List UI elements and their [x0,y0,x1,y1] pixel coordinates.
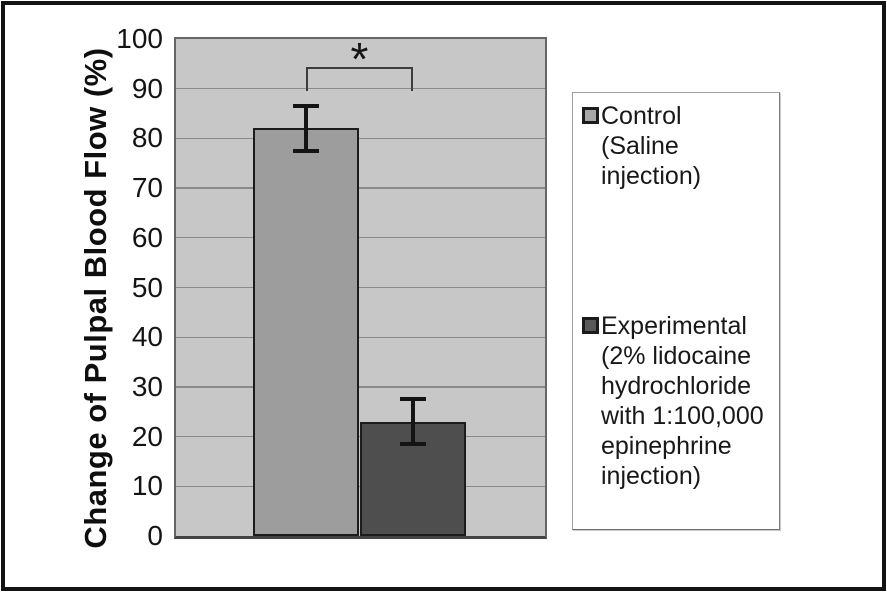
legend: Control (Saline injection) Experimental (… [572,92,780,530]
gridline-70 [176,187,545,189]
y-tick-label-60: 60 [131,221,163,253]
significance-bracket [306,67,413,91]
y-tick-label-90: 90 [131,72,163,104]
y-tick-label-30: 30 [131,370,163,402]
error-cap-top-0 [293,104,319,109]
legend-swatch-control [582,107,599,124]
y-tick-label-0: 0 [147,520,163,551]
legend-label-experimental: Experimental (2% lidocaine hydrochloride… [601,312,764,490]
y-tick-label-70: 70 [131,172,163,204]
error-cap-bottom-0 [293,148,319,153]
error-cap-top-1 [400,397,426,402]
gridline-80 [176,137,545,140]
y-tick-label-40: 40 [131,321,163,353]
gridline-60 [176,237,545,239]
bar-control [253,128,359,536]
error-cap-bottom-1 [400,442,426,447]
y-tick-label-20: 20 [131,420,163,452]
significance-asterisk: * [350,33,369,85]
y-tick-label-10: 10 [131,470,163,502]
y-tick-label-50: 50 [131,271,163,303]
error-bar-experimental [411,399,415,445]
plot-area: * [174,33,547,539]
gridline-30 [176,386,545,388]
y-tick-label-100: 100 [116,23,163,54]
legend-entry-experimental: Experimental (2% lidocaine hydrochloride… [582,311,764,491]
gridline-50 [176,286,545,289]
error-bar-control [304,106,308,151]
legend-label-control: Control (Saline injection) [601,102,702,190]
gridline-40 [176,336,545,338]
legend-entry-control: Control (Saline injection) [582,101,779,191]
gridline-90 [176,88,545,90]
y-tick-label-80: 80 [131,122,163,154]
legend-swatch-experimental [582,317,599,334]
